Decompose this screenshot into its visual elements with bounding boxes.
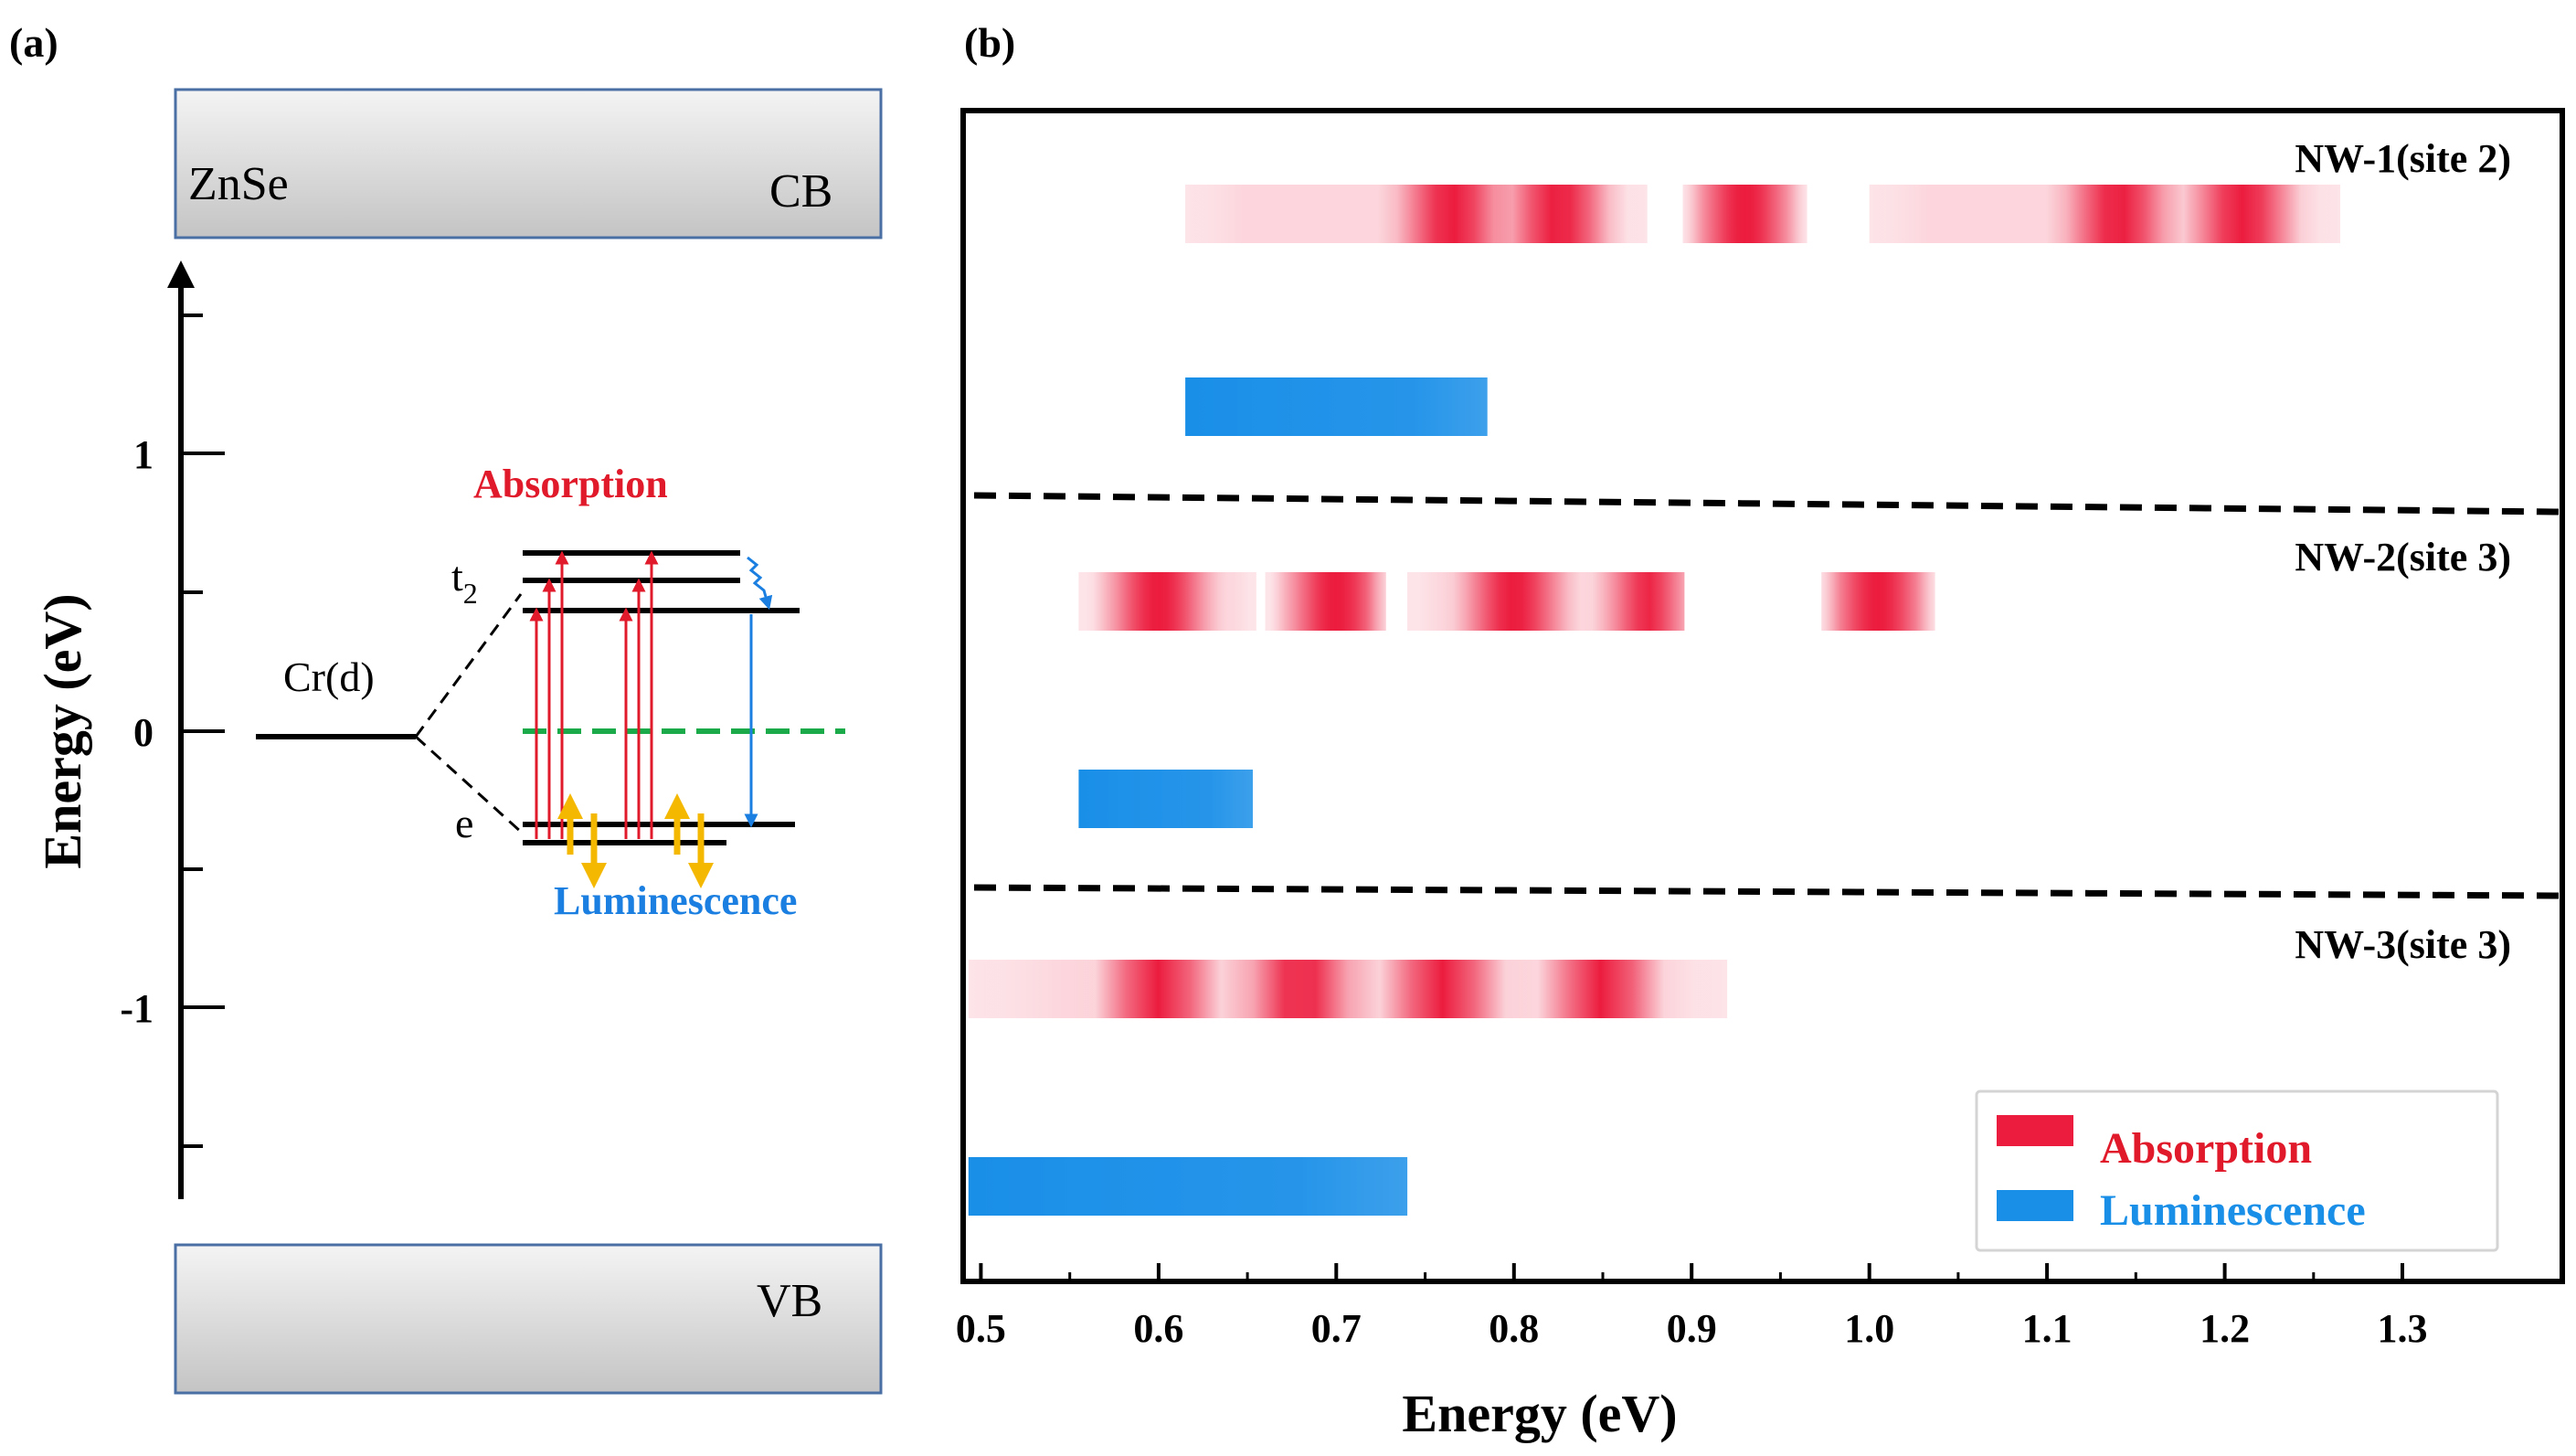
- panel-b-label: (b): [964, 19, 1015, 66]
- t2-label-main: t: [451, 553, 463, 600]
- split-line-t2: [414, 593, 523, 738]
- panel-b: (b) NW-1(site 2) NW-2(site 3) NW-3(site …: [956, 19, 2565, 1443]
- x-tick-label: 1.0: [1844, 1306, 1894, 1351]
- x-axis: 0.5 0.6 0.7 0.8 0.9 1.0 1.1 1.2 1.3: [956, 1263, 2428, 1351]
- conduction-band: [174, 88, 883, 239]
- legend-swatch-luminescence: [1997, 1190, 2073, 1221]
- t2-label-sub: 2: [463, 577, 478, 610]
- x-tick-label: 0.6: [1133, 1306, 1183, 1351]
- absorption-label: Absorption: [473, 462, 668, 506]
- absorption-bar: [1407, 572, 1685, 631]
- absorption-bar: [1185, 185, 1648, 243]
- x-tick-label: 1.3: [2378, 1306, 2428, 1351]
- legend-label-absorption: Absorption: [2100, 1124, 2312, 1173]
- t2-label: t2: [451, 553, 478, 610]
- x-tick-label: 0.7: [1311, 1306, 1362, 1351]
- absorption-bar: [1869, 185, 2340, 243]
- y-axis-title: Energy (eV): [33, 593, 92, 868]
- luminescence-bar: [1185, 377, 1488, 436]
- panel-a: (a) ZnSe CB VB 1 0 -1 Energy (eV) Cr(d) …: [9, 19, 883, 1395]
- x-tick-label: 0.9: [1667, 1306, 1717, 1351]
- valence-band: [174, 1243, 883, 1395]
- luminescence-bar: [1078, 770, 1253, 828]
- row-label-nw2: NW-2(site 3): [2295, 535, 2511, 579]
- absorption-bar: [1078, 572, 1256, 631]
- absorption-bar: [968, 960, 1728, 1018]
- plot-bars: [968, 185, 2340, 1216]
- x-tick-label: 0.8: [1489, 1306, 1539, 1351]
- row-separator: [973, 884, 2560, 899]
- split-line-e: [414, 735, 523, 834]
- vb-label: VB: [757, 1275, 822, 1327]
- legend-swatch-absorption: [1997, 1115, 2073, 1146]
- plot-frame: [960, 108, 2565, 1284]
- legend: Absorption Luminescence: [1975, 1089, 2499, 1252]
- y-tick-label: -1: [120, 986, 154, 1031]
- legend-box: [1975, 1089, 2499, 1252]
- x-tick-label: 1.1: [2022, 1306, 2072, 1351]
- row-label-nw1: NW-1(site 2): [2295, 136, 2511, 181]
- x-tick-label: 1.2: [2200, 1306, 2250, 1351]
- absorption-bar: [1682, 185, 1807, 243]
- y-tick-label: 0: [133, 710, 154, 755]
- panel-a-label: (a): [9, 19, 58, 66]
- cr-d-label: Cr(d): [283, 654, 375, 700]
- host-label: ZnSe: [188, 158, 289, 210]
- luminescence-label: Luminescence: [554, 878, 797, 923]
- relaxation-arrow: [747, 556, 773, 611]
- absorption-bar: [1265, 572, 1386, 631]
- luminescence-bar: [968, 1157, 1408, 1216]
- e-label: e: [455, 800, 473, 846]
- row-separator: [973, 492, 2560, 515]
- cb-label: CB: [769, 165, 832, 218]
- y-tick-label: 1: [133, 432, 154, 477]
- x-tick-label: 0.5: [956, 1306, 1006, 1351]
- x-axis-title: Energy (eV): [1402, 1384, 1677, 1443]
- absorption-bar: [1821, 572, 1935, 631]
- row-label-nw3: NW-3(site 3): [2295, 922, 2511, 967]
- legend-label-luminescence: Luminescence: [2100, 1186, 2366, 1235]
